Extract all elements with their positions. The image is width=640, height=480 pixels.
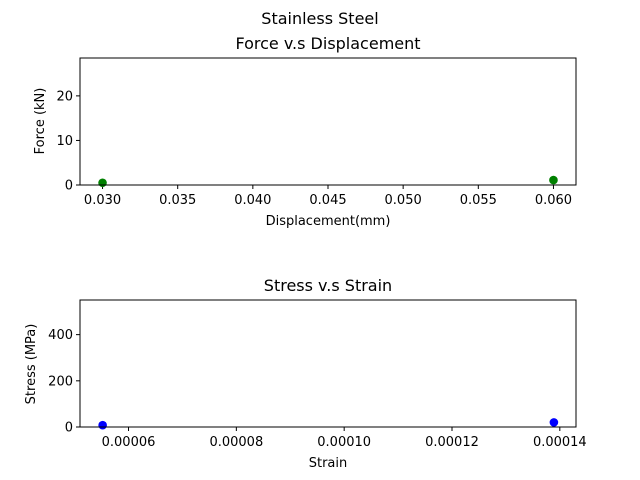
x-tick-label: 0.040 <box>234 193 271 208</box>
x-axis-label: Displacement(mm) <box>266 214 391 229</box>
chart-marks: 0.00006 0.00008 0.00010 0.00012 0.00014 0 200 4… <box>48 328 587 450</box>
data-point <box>98 178 107 188</box>
x-tick-label: 0.045 <box>309 193 346 208</box>
x-tick-label: 0.060 <box>535 193 572 208</box>
x-tick-label: 0.055 <box>460 193 497 208</box>
stress-strain-chart: Stress v.s Strain Strain Stress (MPa) 0.… <box>24 276 587 471</box>
chart-marks: 0.030 0.035 0.040 0.045 0.050 0.055 0.060 0 10 20 <box>56 89 572 208</box>
y-tick-label: 400 <box>48 328 73 343</box>
y-tick-label: 0 <box>65 421 73 436</box>
y-tick-label: 10 <box>56 134 73 149</box>
y-tick-label: 0 <box>65 179 73 194</box>
y-axis-label: Stress (MPa) <box>24 324 39 405</box>
x-tick-label: 0.00012 <box>425 435 479 450</box>
x-tick-label: 0.00006 <box>102 435 156 450</box>
x-tick-label: 0.030 <box>84 193 121 208</box>
data-point <box>98 420 107 430</box>
force-displacement-chart: Force v.s Displacement Displacement(mm) … <box>33 34 577 229</box>
data-point <box>549 175 558 185</box>
chart-title: Force v.s Displacement <box>235 34 420 53</box>
plot-frame <box>79 57 577 186</box>
data-point <box>549 418 559 427</box>
x-tick-label: 0.035 <box>159 193 196 208</box>
x-axis-label: Strain <box>309 456 348 471</box>
x-tick-label: 0.050 <box>385 193 422 208</box>
plot-frame <box>79 299 577 428</box>
figure-suptitle: Stainless Steel <box>261 9 378 28</box>
y-tick-label: 200 <box>48 374 73 389</box>
x-tick-label: 0.00008 <box>209 435 263 450</box>
chart-title: Stress v.s Strain <box>264 276 392 295</box>
x-tick-label: 0.00010 <box>317 435 371 450</box>
x-tick-label: 0.00014 <box>533 435 587 450</box>
y-tick-label: 20 <box>56 89 73 104</box>
y-axis-label: Force (kN) <box>33 88 48 155</box>
